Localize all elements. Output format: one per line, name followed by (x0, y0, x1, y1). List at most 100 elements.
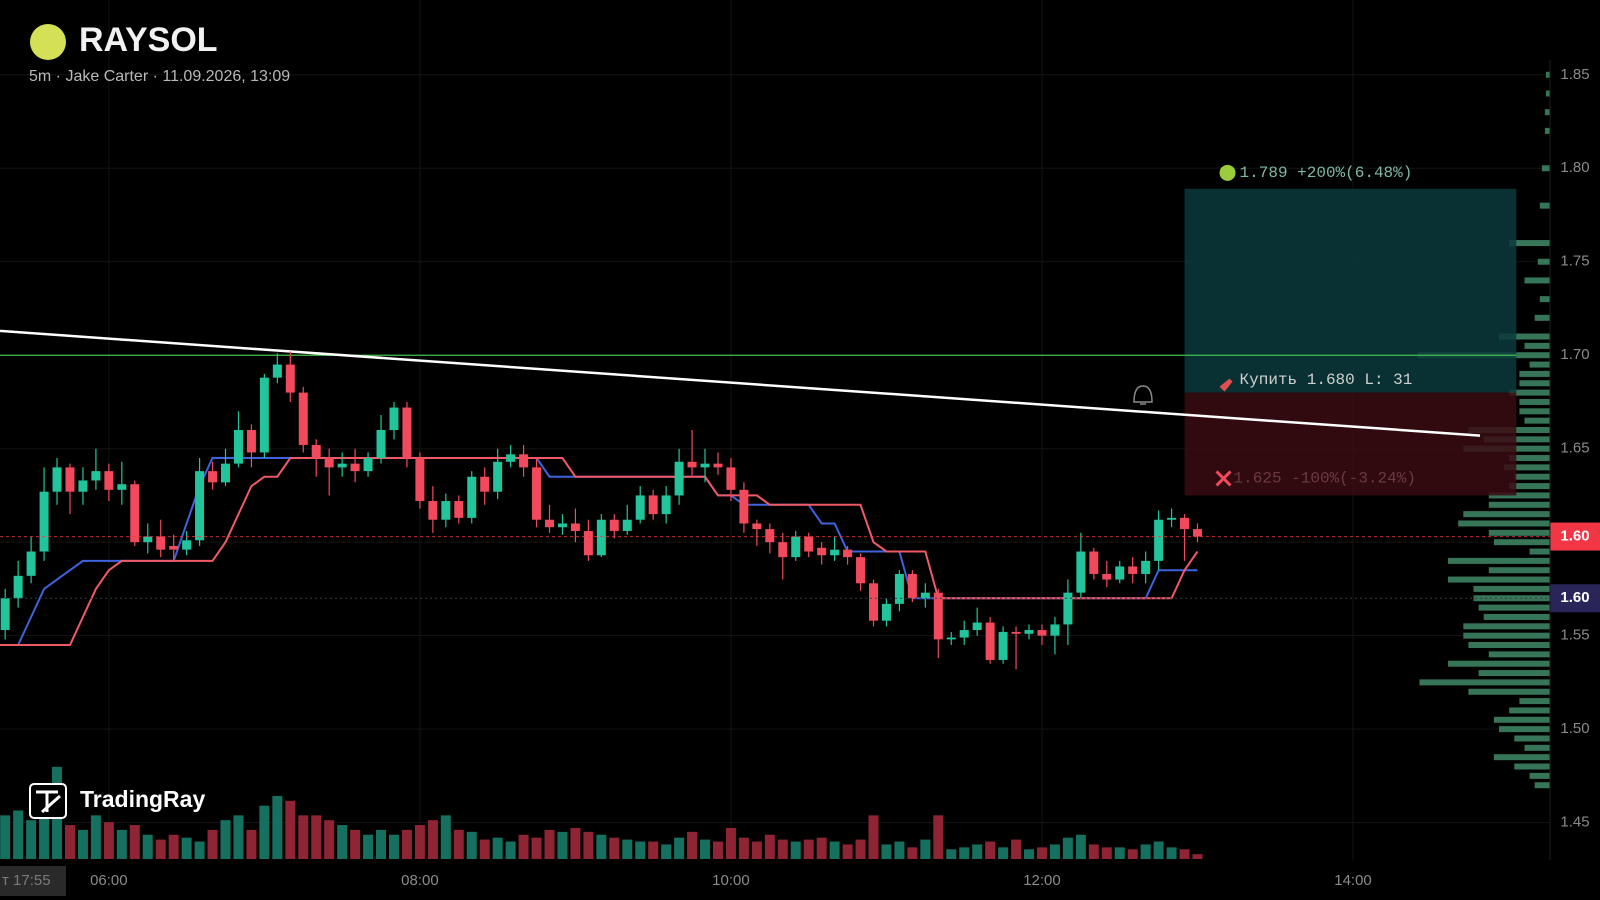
profile-bar (1539, 296, 1550, 303)
volume-bar (1088, 844, 1099, 859)
profile-bar (1488, 651, 1550, 658)
y-tick-label: 1.55 (1560, 627, 1589, 644)
volume-bar (946, 849, 957, 859)
candle-body (622, 519, 632, 531)
bell-icon[interactable] (1133, 385, 1153, 405)
brand-logo (29, 783, 67, 819)
profile-bar (1499, 726, 1550, 733)
profile-bar (1478, 670, 1550, 677)
last-price-box (1550, 522, 1600, 551)
volume-bar (531, 837, 542, 859)
candle-body (791, 536, 801, 558)
profile-bar (1463, 511, 1550, 518)
candle-body (674, 461, 684, 496)
candle-body (843, 549, 853, 558)
candle-body (998, 631, 1008, 660)
candle-body (428, 501, 438, 520)
volume-bar (207, 829, 218, 859)
candle-body (804, 536, 814, 552)
volume-bar (103, 822, 114, 859)
volume-bar (168, 834, 179, 859)
volume-bar (505, 841, 516, 859)
volume-bar (77, 829, 88, 859)
candle-body (972, 622, 982, 631)
volume-bar (64, 825, 75, 859)
volume-bar (674, 837, 685, 859)
logo-mark (36, 790, 61, 814)
volume-bar (220, 820, 231, 859)
volume-bar (233, 815, 244, 859)
candle-body (272, 364, 282, 378)
candle-body (739, 489, 749, 524)
profile-bar (1504, 464, 1550, 471)
profile-bar (1544, 127, 1550, 134)
volume-bar (985, 841, 996, 859)
volume-bar (90, 815, 101, 859)
y-tick-label: 1.75 (1560, 253, 1589, 270)
profile-bar (1478, 604, 1550, 611)
profile-bar (1534, 314, 1550, 321)
profile-bar (1458, 520, 1550, 527)
candle-body (52, 467, 62, 492)
candle-body (285, 364, 295, 393)
candle-body (246, 430, 256, 453)
candle-body (856, 557, 866, 584)
profile-bar (1499, 333, 1550, 340)
bell[interactable] (1133, 385, 1153, 405)
crosshair-time: т 17:55 (2, 872, 51, 889)
volume-bar (855, 839, 866, 859)
y-tick-label: 1.80 (1560, 159, 1589, 176)
candle-body (337, 463, 347, 468)
candle-body (493, 461, 503, 492)
profile-bar (1463, 632, 1550, 639)
volume-bar (26, 820, 37, 859)
brand-name: TradingRay (80, 786, 205, 812)
volume-bar (337, 825, 348, 859)
candle-body (1024, 630, 1034, 634)
candle-body (881, 603, 891, 621)
candle-body (907, 573, 917, 599)
candle-body (78, 480, 88, 492)
candle-body (0, 598, 10, 631)
candle-body (1076, 551, 1086, 593)
volume-bar (1166, 847, 1177, 859)
candle-body (700, 463, 710, 468)
volume-bar (39, 805, 50, 859)
volume-bar (350, 829, 361, 859)
profile-bar (1529, 361, 1550, 368)
candle-body (221, 463, 231, 483)
volume-bar (181, 837, 192, 859)
candle-body (544, 519, 554, 528)
position-tool[interactable]: 1.789 +200%(6.48%) Купить 1.680 L: 31 1.62… (1184, 164, 1517, 496)
volume-bar (116, 829, 127, 859)
volume-bar (920, 839, 931, 859)
volume-bar (298, 815, 309, 859)
y-tick-label: 1.65 (1560, 440, 1589, 457)
candle-body (946, 637, 956, 640)
volume-bar (816, 837, 827, 859)
profile-bar (1468, 688, 1550, 695)
candle-body (1011, 631, 1021, 634)
volume-bar (700, 839, 711, 859)
x-tick-label: 14:00 (1334, 872, 1372, 889)
profile-bar (1488, 501, 1550, 508)
volume-bar (1075, 834, 1086, 859)
volume-bar (751, 841, 762, 859)
candle-body (324, 458, 334, 468)
candle-body (156, 536, 166, 550)
candle-body (583, 530, 593, 556)
candle-body (648, 495, 658, 515)
candle-body (1063, 592, 1073, 625)
candle-body (169, 545, 179, 550)
volume-bar (401, 829, 412, 859)
subtitle: 5m · Jake Carter · 11.09.2026, 13:09 (29, 68, 290, 85)
candle-body (726, 467, 736, 490)
symbol-title: RAYSOL (79, 21, 218, 59)
profile-bar (1534, 782, 1550, 789)
volume-layer (0, 766, 1203, 859)
volume-bar (764, 834, 775, 859)
candle-body (298, 392, 308, 445)
profile-bar (1514, 763, 1550, 770)
profile-bar (1509, 707, 1550, 714)
candle-body (661, 495, 671, 515)
